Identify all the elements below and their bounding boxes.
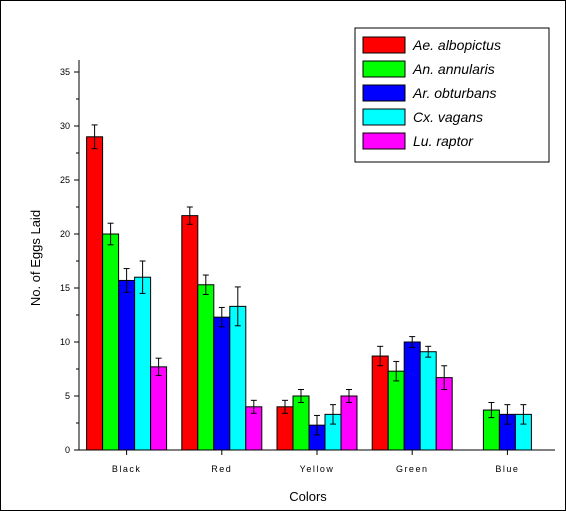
y-tick-label: 25 — [60, 175, 70, 185]
bar — [134, 276, 152, 451]
x-axis-title: Colors — [289, 489, 327, 504]
legend-label: Lu. raptor — [413, 133, 474, 149]
bar — [213, 316, 231, 451]
y-tick-label: 0 — [65, 445, 70, 455]
bar — [340, 395, 358, 451]
legend-swatch — [362, 84, 406, 102]
legend-label: An. annularis — [412, 61, 495, 77]
bar — [292, 395, 310, 451]
x-tick-label: Yellow — [300, 464, 335, 474]
bar — [229, 305, 247, 451]
y-tick-label: 30 — [60, 121, 70, 131]
legend: Ae. albopictus An. annularis Ar. obturbans… — [354, 27, 550, 163]
bar — [118, 279, 136, 451]
bar — [371, 355, 389, 451]
legend-swatch — [362, 36, 406, 54]
bar — [419, 351, 437, 451]
bar — [150, 366, 168, 451]
legend-label: Ae. albopictus — [412, 37, 501, 53]
bar — [181, 215, 199, 451]
bar — [86, 136, 104, 451]
legend-swatch — [362, 60, 406, 78]
legend-label: Ar. obturbans — [412, 85, 497, 101]
y-tick-label: 10 — [60, 337, 70, 347]
x-tick-label: Green — [396, 464, 429, 474]
y-tick-label: 20 — [60, 229, 70, 239]
y-tick-label: 5 — [65, 391, 70, 401]
legend-label: Cx. vagans — [413, 109, 483, 125]
bar — [403, 341, 421, 451]
y-axis-title: No. of Eggs Laid — [28, 210, 43, 306]
x-tick-label: Black — [112, 464, 142, 474]
bar — [197, 284, 215, 451]
bar — [387, 370, 405, 451]
y-tick-label: 15 — [60, 283, 70, 293]
x-tick-label: Blue — [495, 464, 519, 474]
x-tick-label: Red — [211, 464, 232, 474]
y-tick-label: 35 — [60, 67, 70, 77]
legend-swatch — [362, 132, 406, 150]
legend-swatch — [362, 108, 406, 126]
bar — [102, 233, 120, 451]
